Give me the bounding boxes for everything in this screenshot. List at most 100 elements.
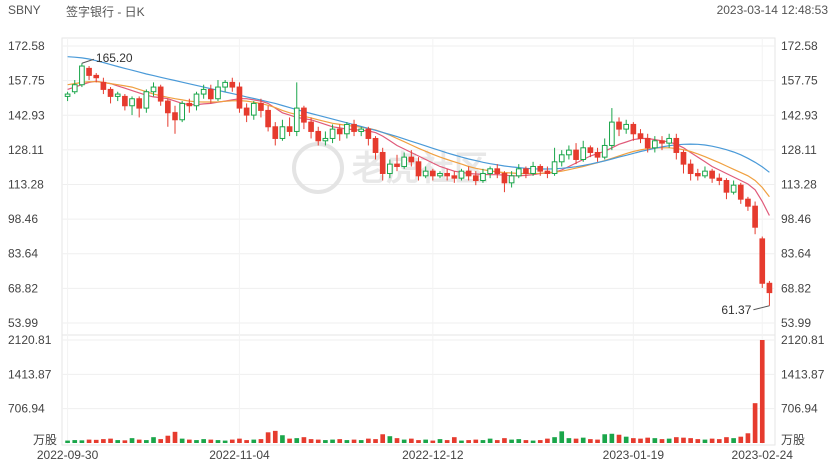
candle-body (279, 126, 286, 139)
candle-body (394, 163, 400, 167)
candle-body (422, 170, 429, 177)
high-annotation: 165.20 (96, 51, 133, 65)
date-axis-label: 2022-12-12 (402, 448, 464, 462)
volume-bar (272, 430, 278, 443)
candle-body (351, 123, 357, 132)
volume-bar (115, 440, 121, 443)
volume-axis-label-right: 706.94 (781, 402, 818, 416)
volume-axis-label-right: 1413.87 (781, 367, 825, 381)
volume-bar (731, 438, 736, 443)
candle-body (523, 168, 529, 174)
volume-bar (451, 437, 457, 443)
candle-body (659, 140, 665, 144)
candle-body (243, 107, 250, 116)
candle-body (587, 147, 594, 153)
volume-bar (652, 438, 658, 443)
candle-body (544, 170, 551, 174)
candle-body (694, 172, 701, 177)
candle-body (200, 88, 207, 95)
price-axis-label-left: 53.99 (8, 316, 38, 330)
volume-axis-label-right: 2120.81 (781, 333, 825, 347)
volume-bar (566, 438, 572, 443)
volume-bar (759, 340, 765, 443)
volume-bar (151, 437, 156, 443)
date-axis-label: 2023-01-19 (603, 448, 665, 462)
candle-body (64, 93, 71, 97)
candle-body (372, 137, 379, 153)
candle-body (501, 172, 508, 184)
ticker-symbol: SBNY (8, 3, 41, 17)
candle-body (637, 133, 644, 139)
volume-unit-label-left: 万股 (33, 433, 57, 447)
price-axis-label-left: 157.75 (8, 74, 45, 88)
low-annotation-leader (753, 305, 770, 311)
volume-bar (545, 438, 550, 443)
volume-bar (401, 439, 407, 443)
volume-bar (409, 438, 414, 443)
candle-body (165, 100, 171, 114)
volume-bar (681, 437, 686, 443)
price-axis-label-right: 157.75 (781, 74, 818, 88)
price-axis-label-left: 83.64 (8, 247, 38, 261)
candle-body (480, 172, 486, 181)
volume-bar (688, 438, 693, 443)
candle-body (308, 121, 314, 132)
candle-body (315, 130, 322, 142)
volume-panel-frame (61, 334, 776, 446)
candle-body (258, 102, 264, 111)
volume-bar (523, 440, 529, 443)
candle-body (702, 170, 708, 177)
volume-bar (79, 440, 85, 443)
candle-body (737, 184, 744, 200)
moving-average-line (67, 56, 770, 173)
price-axis-label-left: 128.11 (8, 143, 44, 157)
candle-body (652, 140, 658, 149)
volume-unit-label-right: 万股 (781, 433, 805, 447)
price-axis-label-right: 172.58 (781, 39, 818, 53)
candle-body (344, 123, 350, 135)
volume-bar (337, 439, 343, 443)
candle-body (172, 112, 178, 121)
volume-bar (158, 439, 164, 443)
candle-body (107, 88, 114, 97)
price-axis-label-right: 142.93 (781, 108, 818, 122)
volume-bar (136, 439, 142, 443)
volume-bar (93, 439, 99, 443)
candle-body (265, 109, 271, 128)
candle-body (79, 65, 85, 86)
candle-body (566, 149, 572, 156)
low-annotation: 61.37 (721, 303, 751, 317)
candle-body (150, 86, 157, 93)
volume-bar (344, 440, 350, 443)
volume-bar (301, 437, 307, 443)
candle-body (329, 128, 336, 139)
candle-body (193, 93, 200, 107)
candle-body (601, 144, 608, 158)
volume-bar (366, 438, 371, 443)
volume-bar (738, 436, 744, 443)
volume-bar (237, 438, 242, 443)
high-annotation-leader (81, 58, 95, 64)
volume-bar (201, 439, 206, 443)
candle-body (616, 121, 622, 130)
volume-bar (394, 438, 400, 443)
candle-body (472, 175, 479, 181)
volume-bar (323, 440, 328, 443)
candle-body (551, 161, 558, 174)
volume-bar (745, 433, 751, 443)
volume-bar (179, 438, 185, 443)
candle-body (143, 91, 150, 109)
timestamp: 2023-03-14 12:48:53 (716, 3, 828, 17)
candle-body (580, 147, 587, 160)
volume-axis-label-left: 1413.87 (8, 367, 52, 381)
candle-body (716, 177, 723, 181)
candle-body (515, 168, 522, 177)
volume-bar (72, 440, 78, 443)
volume-bar (638, 438, 643, 443)
candle-body (594, 151, 601, 158)
price-axis-label-right: 98.46 (781, 212, 811, 226)
volume-bar (187, 439, 192, 443)
candle-body (680, 151, 687, 165)
candle-body (730, 184, 737, 193)
